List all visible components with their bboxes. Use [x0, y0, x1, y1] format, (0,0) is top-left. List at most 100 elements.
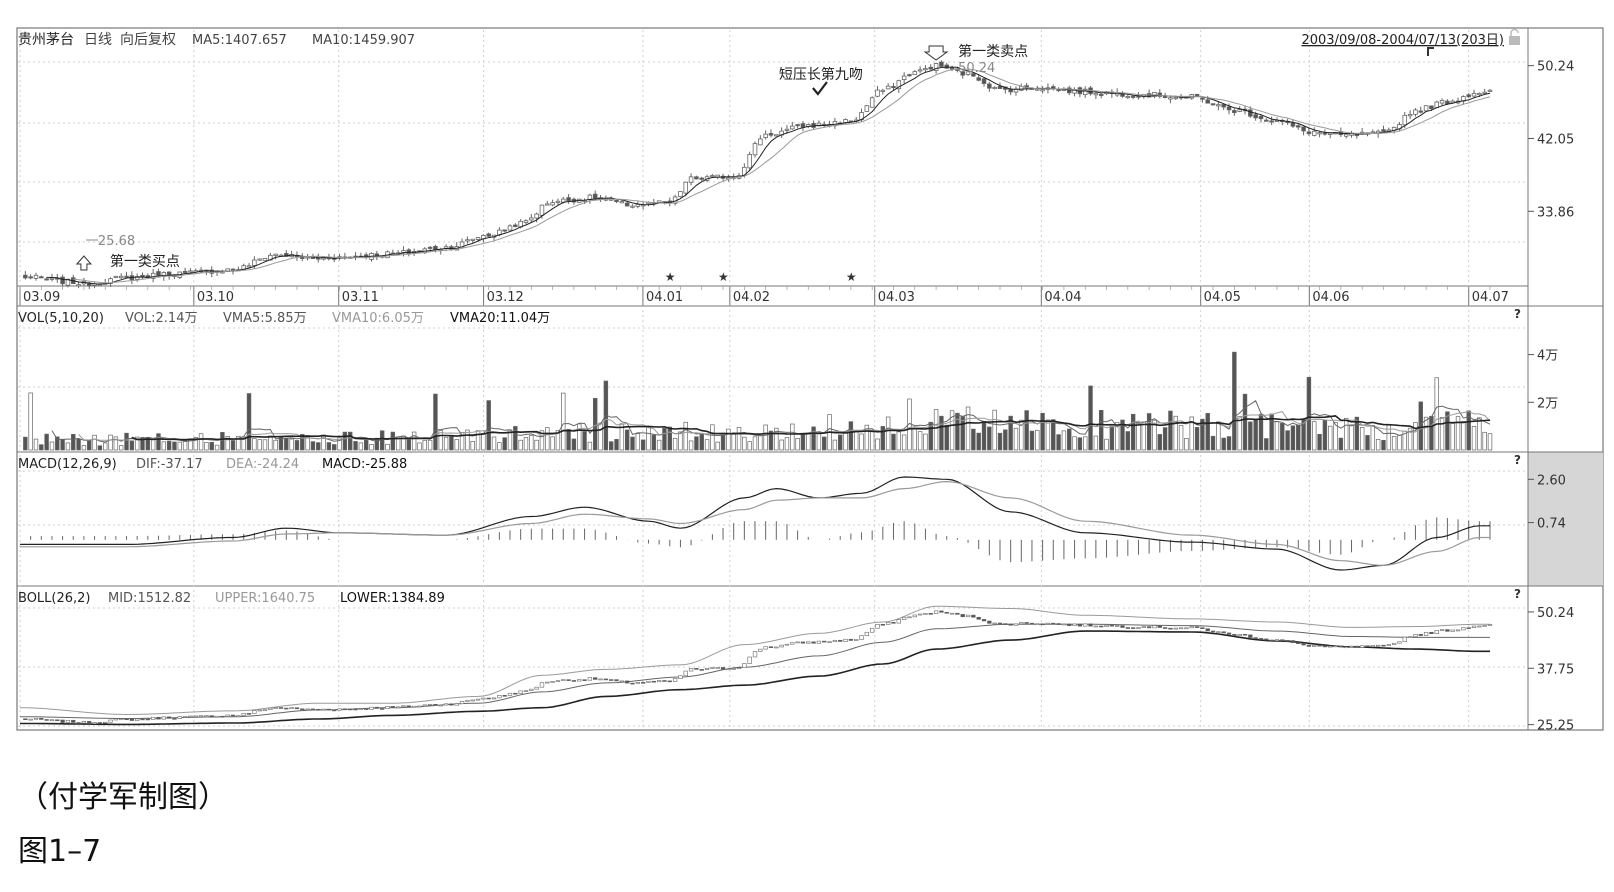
volume-bar — [768, 430, 774, 451]
volume-bar — [1264, 438, 1269, 451]
volume-bar — [1258, 413, 1264, 451]
price-candle-body — [784, 128, 790, 131]
volume-bar — [800, 433, 806, 451]
price-candle-body — [880, 89, 886, 92]
price-candle-body — [1226, 106, 1232, 111]
boll-candle-body — [246, 713, 252, 715]
boll-candle-body — [715, 667, 720, 669]
volume-bar — [1471, 425, 1477, 451]
boll-candle-body — [443, 703, 449, 706]
price-candle-body — [1381, 129, 1386, 132]
price-candle-body — [1269, 120, 1274, 123]
volume-bar — [44, 433, 49, 451]
volume-bar — [1067, 428, 1072, 451]
price-candle-body — [1322, 132, 1328, 135]
boll-candle-body — [326, 708, 332, 711]
volume-bar — [241, 436, 246, 451]
volume-bar — [379, 430, 385, 451]
star-marker-icon: ★ — [846, 270, 857, 284]
price-candle-body — [1407, 113, 1413, 117]
boll-candle-body — [1136, 627, 1141, 629]
boll-candle-body — [161, 716, 166, 720]
volume-bar — [513, 426, 518, 451]
boll-candle-body — [944, 612, 949, 614]
volume-bar — [598, 422, 603, 451]
volume-bar — [385, 443, 390, 451]
volume-bar — [1359, 427, 1365, 451]
price-candle-body — [1439, 99, 1445, 104]
boll-candle-body — [1248, 634, 1253, 638]
boll-candle-body — [481, 697, 486, 700]
price-candle-body — [869, 97, 875, 108]
lock-icon — [1509, 28, 1520, 45]
volume-bar — [65, 442, 71, 451]
boll-candle-body — [507, 692, 513, 696]
price-layer — [23, 60, 1493, 290]
price-candle-body — [1258, 115, 1264, 120]
volume-bar — [1216, 421, 1221, 451]
boll-candle-body — [55, 719, 60, 722]
volume-bar — [726, 428, 731, 451]
volume-bar — [1434, 377, 1439, 451]
vol-help-icon[interactable]: ? — [1514, 307, 1521, 321]
volume-bar — [885, 416, 891, 451]
price-candle-body — [1253, 114, 1258, 119]
boll-candle-body — [150, 716, 156, 720]
boll-help-icon[interactable]: ? — [1514, 587, 1521, 601]
caption-figure: 图1–7 — [18, 834, 102, 869]
volume-bar — [1312, 421, 1317, 451]
vol-vma10: VMA10:6.05万 — [332, 311, 424, 326]
price-candle-body — [678, 191, 683, 197]
volume-bar — [1397, 435, 1402, 451]
boll-candle-body — [555, 680, 561, 682]
volume-bar — [55, 436, 60, 451]
volume-bar — [1253, 419, 1258, 451]
price-candle-body — [1354, 133, 1360, 137]
price-candle-body — [944, 64, 950, 69]
boll-candle-body — [720, 667, 726, 670]
boll-candle-body — [1306, 644, 1312, 647]
boll-candle-body — [662, 680, 667, 682]
boll-candle-body — [374, 706, 380, 709]
volume-bar — [1088, 385, 1093, 451]
boll-candle-body — [1120, 625, 1125, 628]
price-candle-body — [401, 250, 406, 253]
boll-candle-body — [1104, 624, 1109, 627]
volume-bar — [156, 433, 161, 451]
volume-bar — [134, 436, 140, 451]
volume-bar — [273, 439, 278, 451]
boll-candle-body — [385, 706, 390, 709]
boll-candle-body — [992, 622, 997, 625]
volume-bar — [182, 440, 188, 451]
boll-candle-body — [736, 667, 742, 669]
volume-bar — [204, 442, 209, 451]
boll-candle-body — [534, 686, 539, 690]
volume-bar — [1162, 427, 1168, 451]
volume-bar — [433, 393, 438, 451]
boll-candle-body — [678, 675, 683, 679]
boll-candle-body — [609, 679, 614, 681]
boll-candle-body — [582, 679, 587, 681]
boll-candle-body — [241, 713, 246, 716]
boll-candle-body — [166, 716, 172, 719]
x-axis-label: 04.07 — [1472, 290, 1509, 305]
volume-bar — [198, 433, 204, 451]
volume-bar — [971, 428, 976, 451]
price-candle-body — [928, 66, 934, 70]
boll-candle-body — [1397, 641, 1402, 644]
price-candle-body — [113, 275, 119, 278]
price-candle-body — [1237, 109, 1242, 112]
boll-candle-body — [971, 614, 976, 618]
volume-bar — [1061, 430, 1067, 451]
boll-candle-body — [348, 708, 353, 711]
boll-candle-body — [784, 643, 790, 646]
boll-candle-body — [1285, 640, 1290, 642]
volume-bar — [300, 434, 305, 451]
price-candle-body — [656, 200, 662, 203]
macd-help-icon[interactable]: ? — [1514, 453, 1521, 467]
volume-bar — [933, 409, 939, 451]
volume-bar — [912, 428, 917, 451]
boll-candle-body — [502, 695, 507, 697]
volume-bar — [177, 441, 182, 451]
